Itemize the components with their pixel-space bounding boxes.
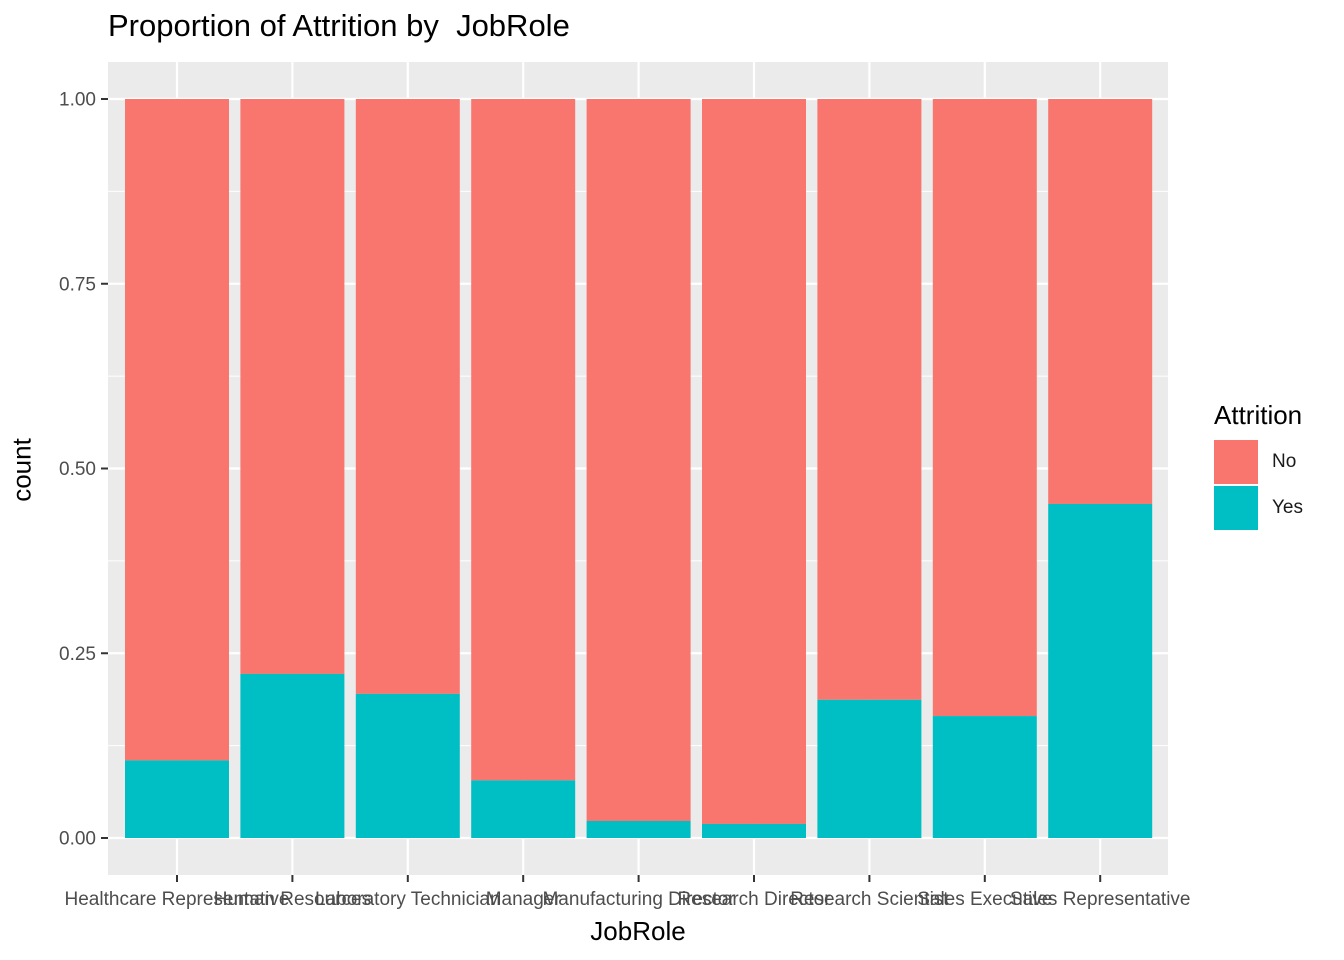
legend-title: Attrition — [1214, 400, 1303, 430]
x-axis-label: JobRole — [590, 916, 686, 946]
bar-no — [1048, 99, 1153, 504]
legend-item-no: No — [1214, 439, 1303, 485]
bar-yes — [355, 693, 460, 838]
bar-yes — [586, 821, 691, 838]
bar-no — [932, 99, 1037, 717]
legend-label-yes: Yes — [1272, 497, 1303, 518]
x-tick-label: Manager — [486, 889, 562, 910]
y-tick-label: 0.50 — [59, 459, 96, 480]
bar-no — [125, 99, 229, 761]
y-tick-label: 0.00 — [59, 829, 96, 850]
bar-no — [817, 99, 922, 700]
x-tick-label: Human Resources — [214, 889, 371, 910]
legend-key-yes — [1214, 486, 1258, 530]
bar-yes — [932, 716, 1037, 838]
x-tick-label: Laboratory Technician — [315, 889, 501, 910]
x-tick-label: Manufacturing Director — [542, 889, 735, 910]
x-tick-label: Sales Representative — [1010, 889, 1191, 910]
bar-yes — [240, 673, 345, 838]
legend-key-no — [1214, 440, 1258, 484]
bar-no — [240, 99, 345, 674]
x-tick-label: Research Director — [677, 889, 831, 910]
y-tick-label: 0.75 — [59, 274, 96, 295]
bar-no — [702, 99, 806, 824]
x-tick-label: Sales Executive — [917, 889, 1052, 910]
legend-label-no: No — [1272, 451, 1297, 472]
bar-yes — [125, 760, 229, 838]
x-tick-label: Healthcare Representative — [65, 889, 290, 910]
legend-item-yes: Yes — [1214, 485, 1303, 531]
x-tick-label: Research Scientist — [790, 889, 949, 910]
y-axis-label: count — [6, 438, 37, 502]
legend: Attrition No Yes — [1214, 400, 1303, 531]
bar-yes — [702, 823, 806, 838]
bar-yes — [471, 780, 576, 838]
chart-title: Proportion of Attrition by JobRole — [108, 8, 570, 43]
y-tick-label: 0.25 — [59, 644, 96, 665]
bar-no — [586, 99, 691, 822]
bar-no — [471, 99, 576, 781]
bar-no — [355, 99, 460, 694]
y-tick-label: 1.00 — [59, 90, 96, 111]
bar-yes — [1048, 503, 1153, 838]
bar-yes — [817, 699, 922, 838]
